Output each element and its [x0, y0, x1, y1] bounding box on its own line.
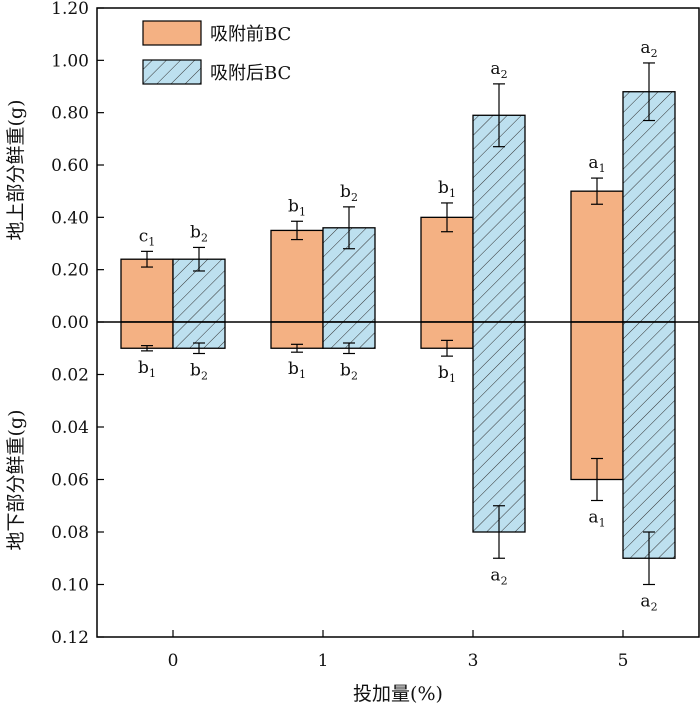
x-tick-label: 3: [468, 651, 479, 671]
error-bar-bottom-after-5: [643, 531, 655, 586]
error-bar-bottom-after-1: [343, 342, 355, 355]
sig-label-top-after-3: a2: [490, 59, 507, 81]
error-bar-bottom-before-1: [291, 343, 303, 353]
legend-label-before: 吸附前BC: [210, 24, 291, 45]
sig-label-top-after-5: a2: [640, 38, 657, 60]
legend-label-after: 吸附后BC: [210, 63, 291, 84]
y-axis-title-top: 地上部分鲜重(g): [5, 100, 27, 241]
sig-label-top-before-1: b1: [288, 196, 306, 218]
error-bar-top-before-1: [291, 220, 303, 241]
bar-top-before-3: [420, 216, 474, 323]
y-tick-label: 0.06: [51, 471, 89, 491]
y-tick-label: 0.08: [51, 523, 89, 543]
error-bar-bottom-after-0: [193, 342, 205, 355]
bar-top-before-1: [270, 229, 324, 323]
error-bar-bottom-before-5: [591, 457, 603, 502]
sig-label-top-before-5: a1: [588, 153, 605, 175]
sig-label-bottom-after-5: a2: [640, 592, 657, 614]
legend-swatch-before: [142, 20, 202, 46]
error-bar-top-after-3: [493, 83, 505, 148]
x-axis-title: 投加量(%): [353, 683, 443, 705]
sig-label-bottom-after-3: a2: [490, 565, 507, 587]
sig-label-bottom-before-5: a1: [588, 508, 605, 530]
y-tick-label: 0.00: [51, 313, 89, 333]
error-bar-bottom-before-0: [141, 345, 153, 352]
x-tick-label: 0: [168, 651, 179, 671]
sig-label-top-after-1: b2: [340, 182, 358, 204]
sig-label-bottom-before-3: b1: [438, 363, 456, 385]
error-bar-top-before-0: [141, 250, 153, 268]
legend: 吸附前BC 吸附后BC: [142, 20, 291, 85]
bar-bottom-after-3: [472, 321, 526, 533]
y-tick-label: 0.40: [51, 208, 89, 228]
bar-bottom-before-5: [570, 321, 624, 481]
error-bar-top-after-0: [193, 246, 205, 272]
error-bar-top-before-5: [591, 177, 603, 205]
y-tick-label: 0.02: [51, 366, 89, 386]
y-axis-title-bottom: 地下部分鲜重(g): [5, 410, 27, 551]
legend-swatch-after: [142, 59, 202, 85]
sig-label-top-after-0: b2: [190, 222, 208, 244]
bar-top-before-0: [120, 258, 174, 323]
bar-top-after-5: [622, 91, 676, 323]
error-bar-top-before-3: [441, 202, 453, 233]
sig-label-top-before-3: b1: [438, 178, 456, 200]
error-bar-bottom-before-3: [441, 339, 453, 357]
sig-label-top-before-0: c1: [139, 226, 156, 248]
y-tick-label: 0.80: [51, 104, 89, 124]
y-tick-label: 0.60: [51, 156, 89, 176]
error-bar-top-after-5: [643, 62, 655, 122]
error-bar-top-after-1: [343, 206, 355, 250]
bar-top-before-5: [570, 190, 624, 323]
y-tick-label: 1.00: [51, 51, 89, 71]
sig-label-bottom-before-0: b1: [138, 358, 156, 380]
bar-bottom-after-5: [622, 321, 676, 559]
bar-bottom-before-0: [120, 321, 174, 349]
sig-label-bottom-after-0: b2: [190, 361, 208, 383]
sig-label-bottom-before-1: b1: [288, 359, 306, 381]
y-tick-label: 1.20: [51, 0, 89, 19]
x-tick-label: 5: [618, 651, 629, 671]
y-tick-label: 0.20: [51, 261, 89, 281]
x-tick-label: 1: [318, 651, 329, 671]
y-tick-label: 0.12: [51, 628, 89, 648]
error-bar-bottom-after-3: [493, 505, 505, 559]
y-tick-label: 0.04: [51, 418, 89, 438]
y-tick-label: 0.10: [51, 576, 89, 596]
sig-label-bottom-after-1: b2: [340, 361, 358, 383]
